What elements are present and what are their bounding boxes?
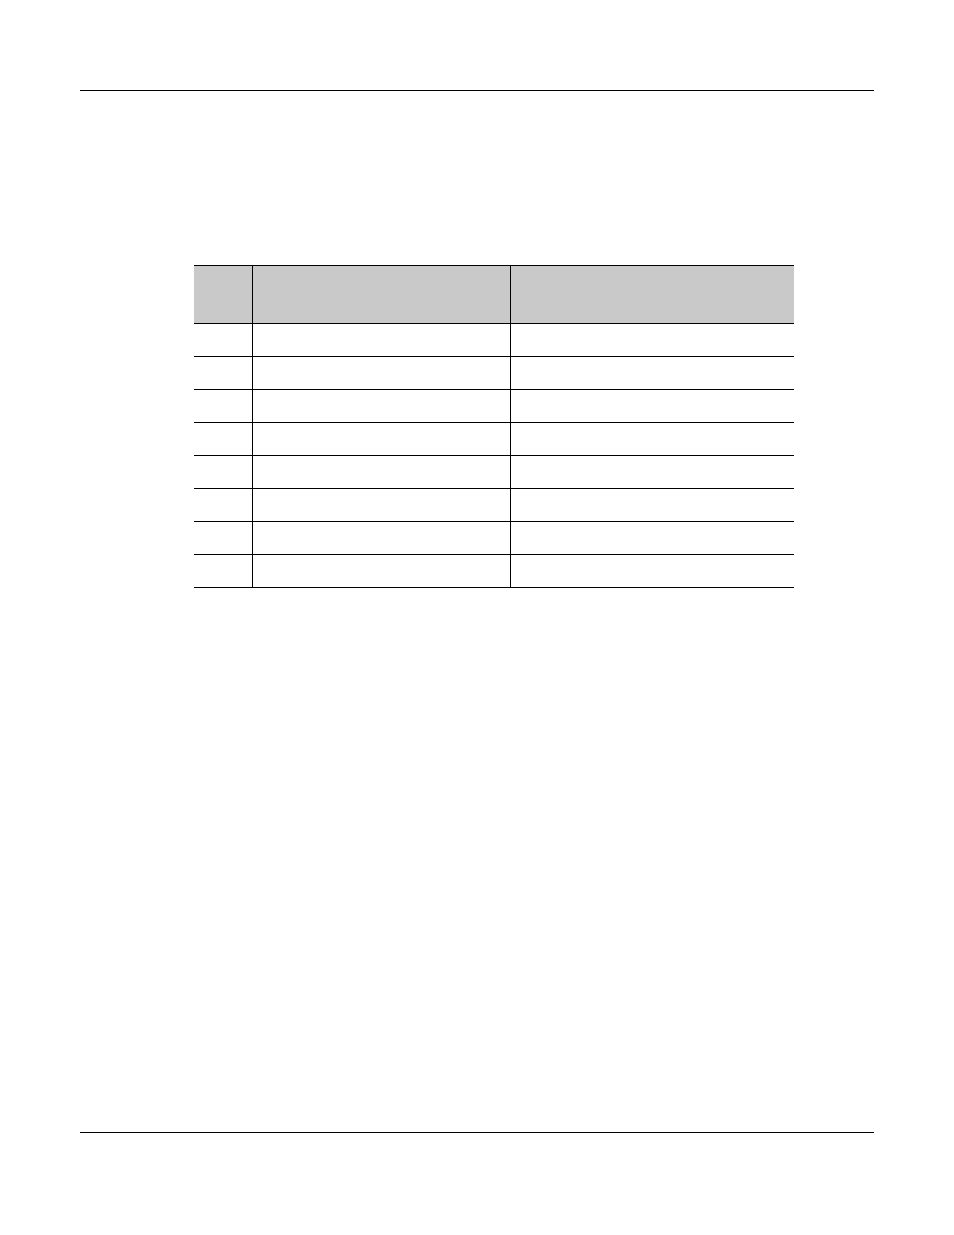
table-cell — [510, 456, 794, 489]
table-cell — [194, 324, 252, 357]
table-cell — [510, 522, 794, 555]
table-cell — [252, 324, 510, 357]
table-cell — [194, 555, 252, 588]
table-cell — [252, 423, 510, 456]
table-cell — [510, 357, 794, 390]
table-row — [194, 357, 794, 390]
table-cell — [252, 357, 510, 390]
table-cell — [510, 555, 794, 588]
table-row — [194, 390, 794, 423]
table-cell — [510, 423, 794, 456]
table-row — [194, 324, 794, 357]
table-header-row — [194, 266, 794, 324]
table-row — [194, 423, 794, 456]
table-cell — [252, 522, 510, 555]
table-row — [194, 489, 794, 522]
table-header-cell — [252, 266, 510, 324]
header-rule — [80, 90, 874, 91]
table-cell — [194, 456, 252, 489]
table-header — [194, 266, 794, 324]
table-cell — [252, 390, 510, 423]
table-row — [194, 522, 794, 555]
table-cell — [510, 324, 794, 357]
table-row — [194, 456, 794, 489]
table-cell — [252, 555, 510, 588]
table-cell — [194, 423, 252, 456]
table-cell — [194, 390, 252, 423]
table-cell — [194, 522, 252, 555]
document-page — [0, 0, 954, 1235]
table-cell — [194, 489, 252, 522]
table-row — [194, 555, 794, 588]
table-header-cell — [510, 266, 794, 324]
data-table — [194, 265, 794, 588]
table-cell — [194, 357, 252, 390]
table-cell — [510, 489, 794, 522]
table-header-cell — [194, 266, 252, 324]
table-cell — [510, 390, 794, 423]
table-cell — [252, 489, 510, 522]
footer-rule — [80, 1132, 874, 1133]
table-cell — [252, 456, 510, 489]
table-body — [194, 324, 794, 588]
